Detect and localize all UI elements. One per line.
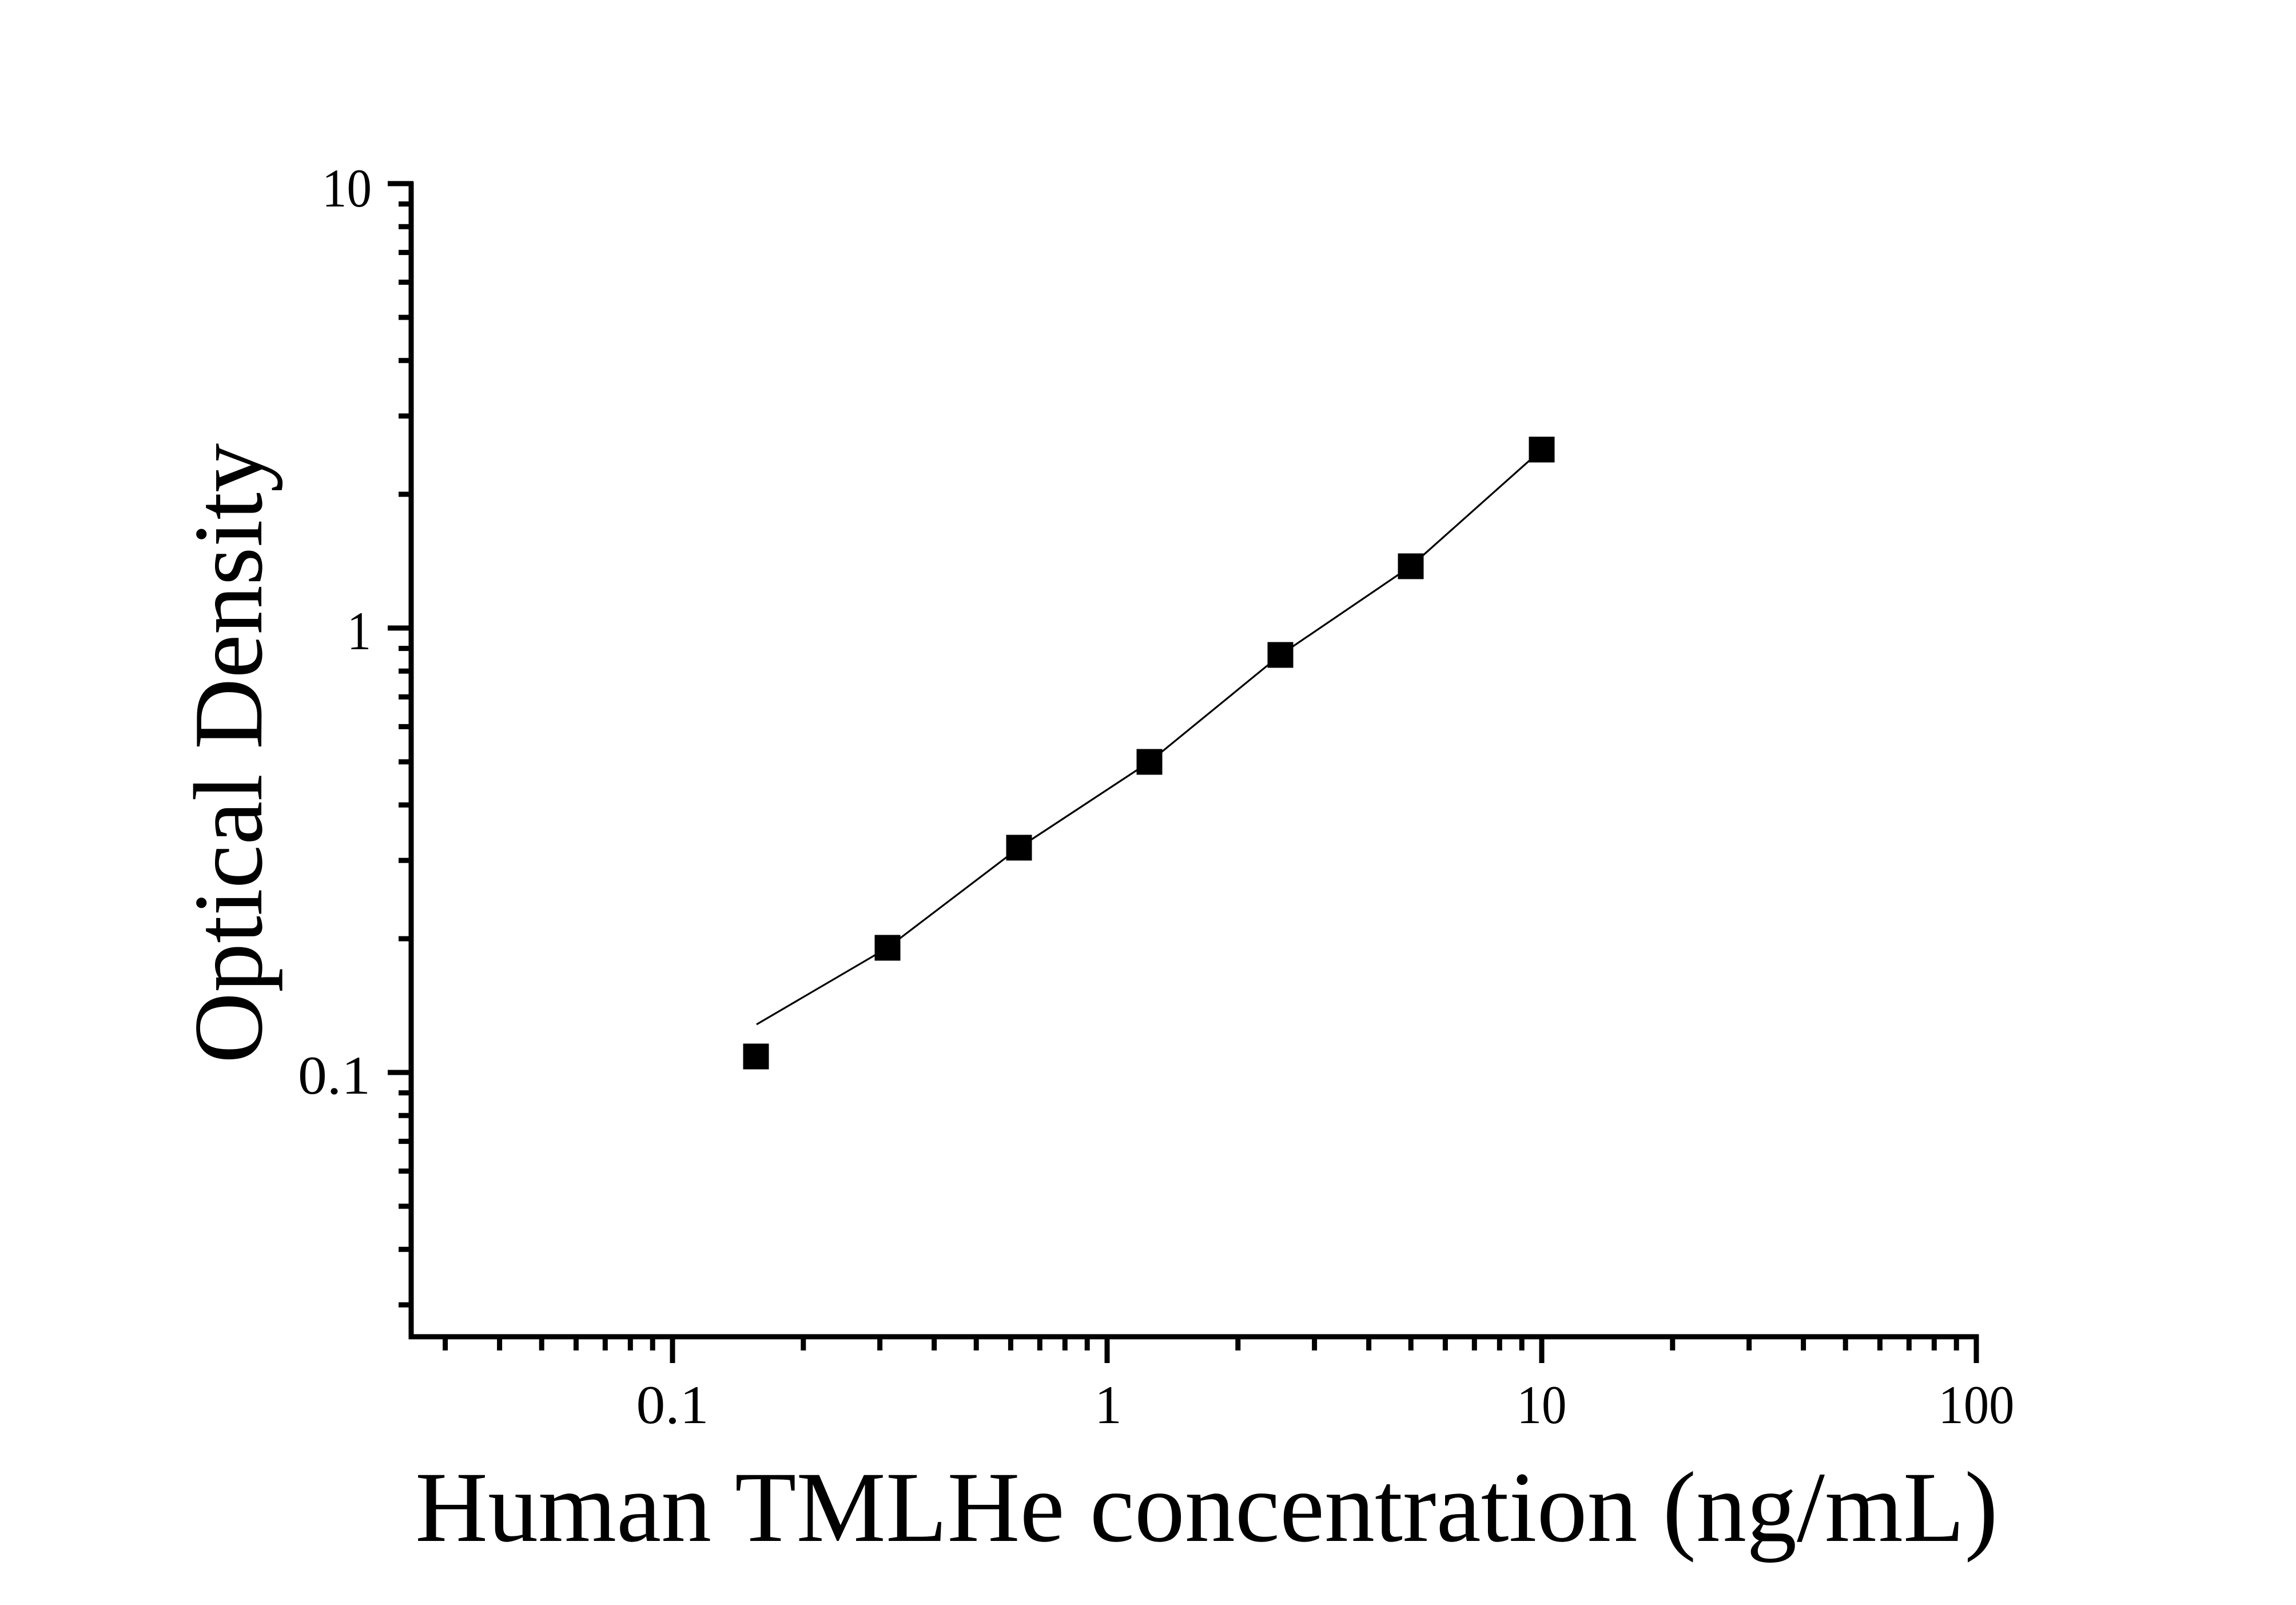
svg-text:10: 10 [322,158,372,218]
svg-text:100: 100 [1939,1374,2015,1435]
svg-text:Optical Density: Optical Density [174,443,283,1063]
svg-text:0.1: 0.1 [298,1045,371,1106]
svg-text:0.1: 0.1 [636,1374,709,1435]
svg-text:1: 1 [347,601,371,661]
svg-text:1: 1 [1095,1374,1122,1435]
svg-text:Human TMLHe concentration (ng/: Human TMLHe concentration (ng/mL) [415,1452,1998,1563]
svg-text:10: 10 [1517,1374,1567,1435]
